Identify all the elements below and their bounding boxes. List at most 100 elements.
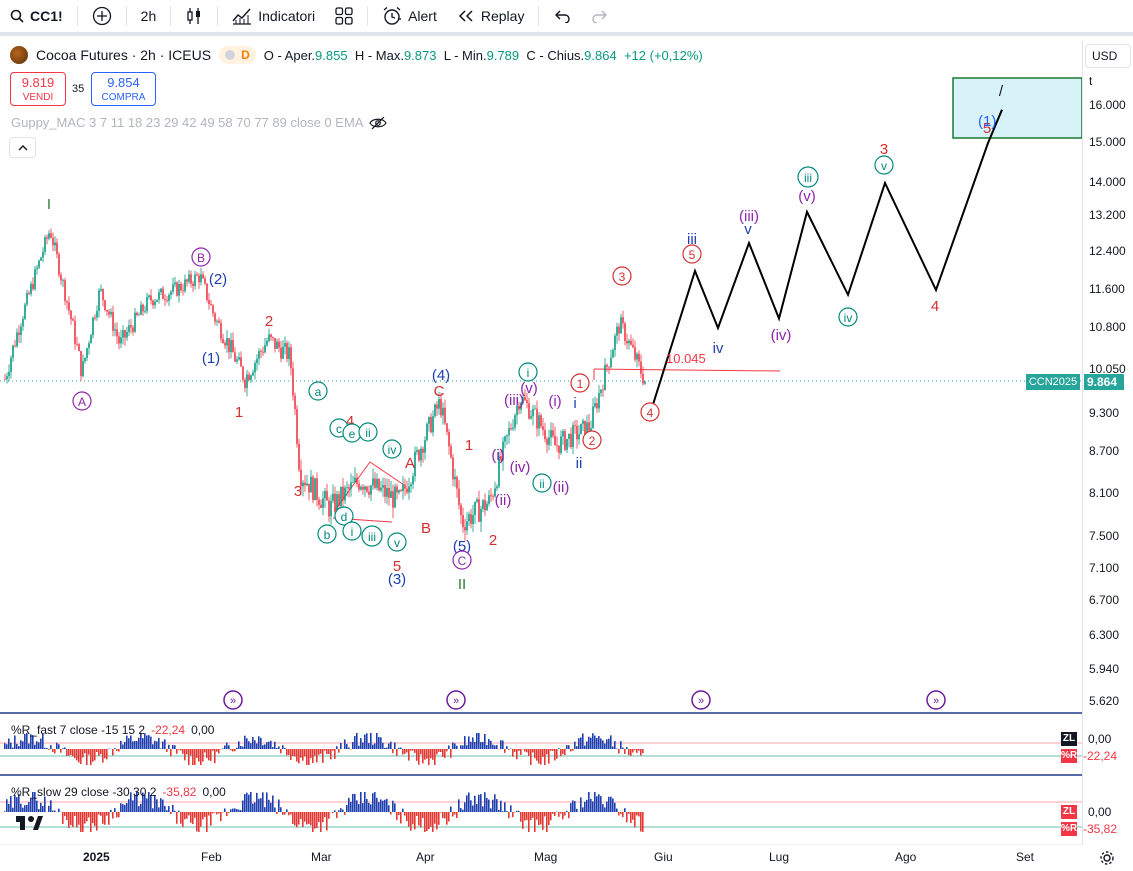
wave-label[interactable]: (iv): [771, 327, 792, 344]
wave-label[interactable]: iv: [382, 439, 402, 459]
wave-label[interactable]: 3: [612, 266, 632, 286]
wave-label[interactable]: I: [47, 196, 51, 213]
indicator-legend[interactable]: Guppy_MAC 3 7 11 18 23 29 42 49 58 70 77…: [11, 115, 388, 130]
svg-text:v: v: [881, 159, 887, 173]
wave-label[interactable]: B: [421, 520, 431, 537]
wave-label[interactable]: iii: [361, 525, 383, 547]
wave-label[interactable]: 5: [393, 558, 401, 575]
wave-label[interactable]: i: [573, 395, 576, 412]
interval-button[interactable]: 2h: [131, 0, 167, 33]
wave-label[interactable]: (v): [520, 380, 538, 397]
wave-label[interactable]: v: [744, 221, 752, 238]
wave-label[interactable]: (2): [209, 271, 227, 288]
wave-label[interactable]: B: [191, 247, 211, 267]
wave-label[interactable]: II: [458, 576, 466, 593]
oscillator-bar: [230, 749, 232, 751]
wave-label[interactable]: 2: [582, 430, 602, 450]
wave-label[interactable]: b: [317, 524, 337, 544]
wave-label[interactable]: a: [308, 381, 328, 401]
wave-label[interactable]: iii: [687, 231, 697, 248]
candle-body: [194, 274, 196, 286]
replay-button[interactable]: Replay: [447, 0, 535, 33]
wave-label[interactable]: (4): [432, 367, 450, 384]
slow-oscillator-legend[interactable]: %R_slow 29 close -30 30 2 -35,82 0,00: [11, 785, 226, 799]
wave-label[interactable]: 3: [880, 141, 888, 158]
wave-label[interactable]: (1): [202, 350, 220, 367]
wave-label[interactable]: ii: [532, 473, 552, 493]
wave-label[interactable]: 1: [465, 437, 473, 454]
wave-label[interactable]: ii: [358, 422, 378, 442]
collapse-legend-button[interactable]: [9, 137, 36, 158]
oscillator-bar: [450, 806, 452, 812]
wave-label[interactable]: /: [999, 83, 1004, 100]
wave-label[interactable]: A: [405, 455, 415, 472]
event-marker[interactable]: »: [446, 690, 466, 710]
wave-label[interactable]: (i): [491, 447, 504, 464]
wave-label[interactable]: iv: [838, 307, 858, 327]
wave-label[interactable]: iv: [713, 340, 724, 357]
oscillator-bar: [348, 747, 350, 749]
event-marker[interactable]: »: [223, 690, 243, 710]
wave-label[interactable]: C: [434, 383, 445, 400]
wave-label[interactable]: (i): [548, 393, 561, 410]
currency-select[interactable]: USD: [1085, 44, 1131, 68]
oscillator-bar: [74, 749, 76, 759]
oscillator-bar: [444, 749, 446, 758]
wave-label[interactable]: 4: [931, 298, 939, 315]
alert-button[interactable]: Alert: [372, 0, 447, 33]
price-scale[interactable]: [1082, 40, 1133, 845]
wave-label[interactable]: (iv): [510, 459, 531, 476]
symbol-title[interactable]: Cocoa Futures · 2h · ICEUS: [36, 47, 212, 63]
wave-label[interactable]: v: [874, 155, 894, 175]
event-marker[interactable]: »: [926, 690, 946, 710]
wave-label[interactable]: 3: [294, 483, 302, 500]
wave-label[interactable]: e: [342, 423, 362, 443]
oscillator-bar: [334, 749, 336, 759]
wave-label[interactable]: (5): [453, 538, 471, 555]
wave-label[interactable]: (iii): [504, 392, 524, 409]
redo-button[interactable]: [581, 0, 619, 33]
wave-label[interactable]: i: [518, 362, 538, 382]
wave-label[interactable]: 1: [570, 373, 590, 393]
oscillator-bar: [374, 743, 376, 749]
wave-label[interactable]: 5: [983, 120, 991, 137]
candle-body: [68, 302, 70, 311]
event-marker[interactable]: »: [691, 690, 711, 710]
wave-label[interactable]: iii: [797, 166, 819, 188]
wave-label[interactable]: 2: [489, 532, 497, 549]
settings-button[interactable]: [1099, 850, 1115, 869]
wave-label[interactable]: 4: [346, 413, 354, 430]
wave-label[interactable]: ii: [576, 455, 583, 472]
wave-label[interactable]: i: [342, 521, 362, 541]
wave-label[interactable]: 2: [265, 313, 273, 330]
wave-label[interactable]: 4: [640, 402, 660, 422]
wave-label[interactable]: (ii): [553, 479, 570, 496]
layouts-button[interactable]: [325, 0, 363, 33]
wave-label[interactable]: v: [387, 532, 407, 552]
time-axis-label: Apr: [416, 850, 435, 864]
delayed-badge[interactable]: D: [219, 46, 256, 64]
oscillator-bar: [16, 743, 18, 749]
undo-button[interactable]: [543, 0, 581, 33]
wave-label[interactable]: 5: [682, 244, 702, 264]
chart-type-button[interactable]: [175, 0, 213, 33]
eye-hidden-icon[interactable]: [369, 116, 388, 130]
symbol-search-button[interactable]: CC1!: [0, 0, 73, 33]
wave-label[interactable]: (v): [798, 188, 816, 205]
compare-button[interactable]: [82, 0, 122, 33]
oscillator-bar: [140, 803, 142, 812]
candle-body: [328, 500, 330, 517]
wave-label[interactable]: A: [72, 391, 92, 411]
indicators-button[interactable]: Indicatori: [222, 0, 325, 33]
sell-button[interactable]: 9.819 VENDI: [10, 72, 66, 106]
wave-label[interactable]: (ii): [495, 492, 512, 509]
wave-label[interactable]: (3): [388, 571, 406, 588]
svg-text:4: 4: [647, 406, 654, 420]
wave-label[interactable]: C: [452, 550, 472, 570]
wave-label[interactable]: (iii): [739, 208, 759, 225]
fast-oscillator-legend[interactable]: %R_fast 7 close -15 15 2 -22,24 0,00: [11, 723, 214, 737]
wave-label[interactable]: d: [334, 506, 354, 526]
buy-button[interactable]: 9.854 COMPRA: [91, 72, 156, 106]
wave-label[interactable]: 1: [235, 404, 243, 421]
